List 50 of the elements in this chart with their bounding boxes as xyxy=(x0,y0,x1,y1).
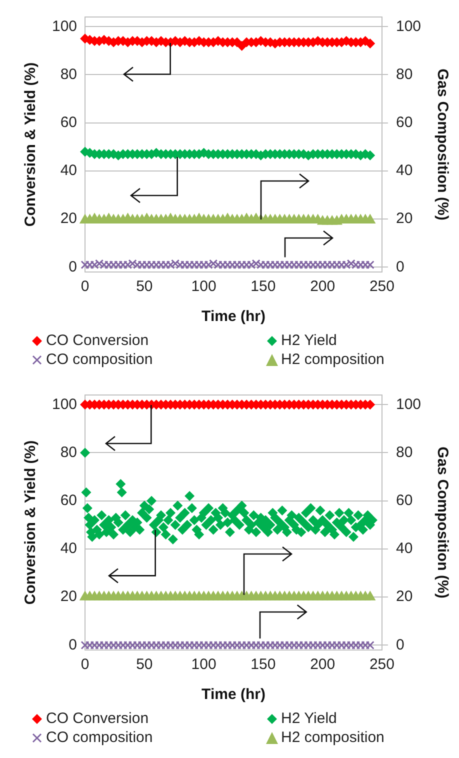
y2-tick-label: 0 xyxy=(396,258,404,276)
y2-tick-label: 100 xyxy=(396,18,422,35)
y-tick-label: 40 xyxy=(60,162,78,180)
x-tick-label: 50 xyxy=(136,656,153,674)
x-tick-label: 200 xyxy=(310,278,336,296)
x-axis-title: Time (hr) xyxy=(202,308,266,326)
legend-label: H2 composition xyxy=(281,729,384,746)
y2-tick-label: 40 xyxy=(396,162,413,180)
y-tick-label: 20 xyxy=(60,588,78,606)
y2-tick-label: 60 xyxy=(396,114,413,131)
legend-label: CO composition xyxy=(46,729,153,746)
x-tick-label: 150 xyxy=(250,656,276,674)
y-axis-title: Conversion & Yield (%) xyxy=(22,440,40,605)
y2-tick-label: 80 xyxy=(396,66,413,83)
y-tick-label: 100 xyxy=(52,18,78,35)
y-tick-label: 0 xyxy=(68,636,78,654)
y2-axis-title: Gas Composition (%) xyxy=(434,68,451,220)
y2-axis-title: Gas Composition (%) xyxy=(434,446,451,598)
y-tick-label: 100 xyxy=(52,396,78,413)
x-tick-label: 100 xyxy=(191,656,216,674)
y-tick-label: 80 xyxy=(60,444,78,461)
x-tick-label: 250 xyxy=(369,656,394,674)
y2-tick-label: 20 xyxy=(396,210,413,228)
x-tick-label: 0 xyxy=(80,656,90,674)
legend-label: CO Conversion xyxy=(46,332,149,349)
legend-label: H2 Yield xyxy=(281,332,337,349)
y-tick-label: 80 xyxy=(60,66,78,83)
y2-tick-label: 60 xyxy=(396,492,413,509)
y-axis-title: Conversion & Yield (%) xyxy=(22,62,40,227)
legend-label: H2 composition xyxy=(281,351,384,368)
y2-tick-label: 40 xyxy=(396,540,413,558)
x-tick-label: 50 xyxy=(136,278,153,296)
y-tick-label: 60 xyxy=(60,492,78,509)
x-tick-label: 100 xyxy=(191,278,216,296)
x-tick-label: 150 xyxy=(250,278,276,296)
legend-label: CO composition xyxy=(46,351,153,368)
y-tick-label: 40 xyxy=(60,540,78,558)
x-axis-title: Time (hr) xyxy=(202,686,266,704)
y2-tick-label: 80 xyxy=(396,444,413,461)
y2-tick-label: 100 xyxy=(396,396,422,413)
y-tick-label: 60 xyxy=(60,114,78,131)
x-tick-label: 250 xyxy=(369,278,394,296)
x-tick-label: 0 xyxy=(80,278,90,296)
legend-label: H2 Yield xyxy=(281,710,337,727)
x-tick-label: 200 xyxy=(310,656,336,674)
y-tick-label: 20 xyxy=(60,210,78,228)
y2-tick-label: 20 xyxy=(396,588,413,606)
y2-tick-label: 0 xyxy=(396,636,404,654)
legend-label: CO Conversion xyxy=(46,710,149,727)
y-tick-label: 0 xyxy=(68,258,78,276)
